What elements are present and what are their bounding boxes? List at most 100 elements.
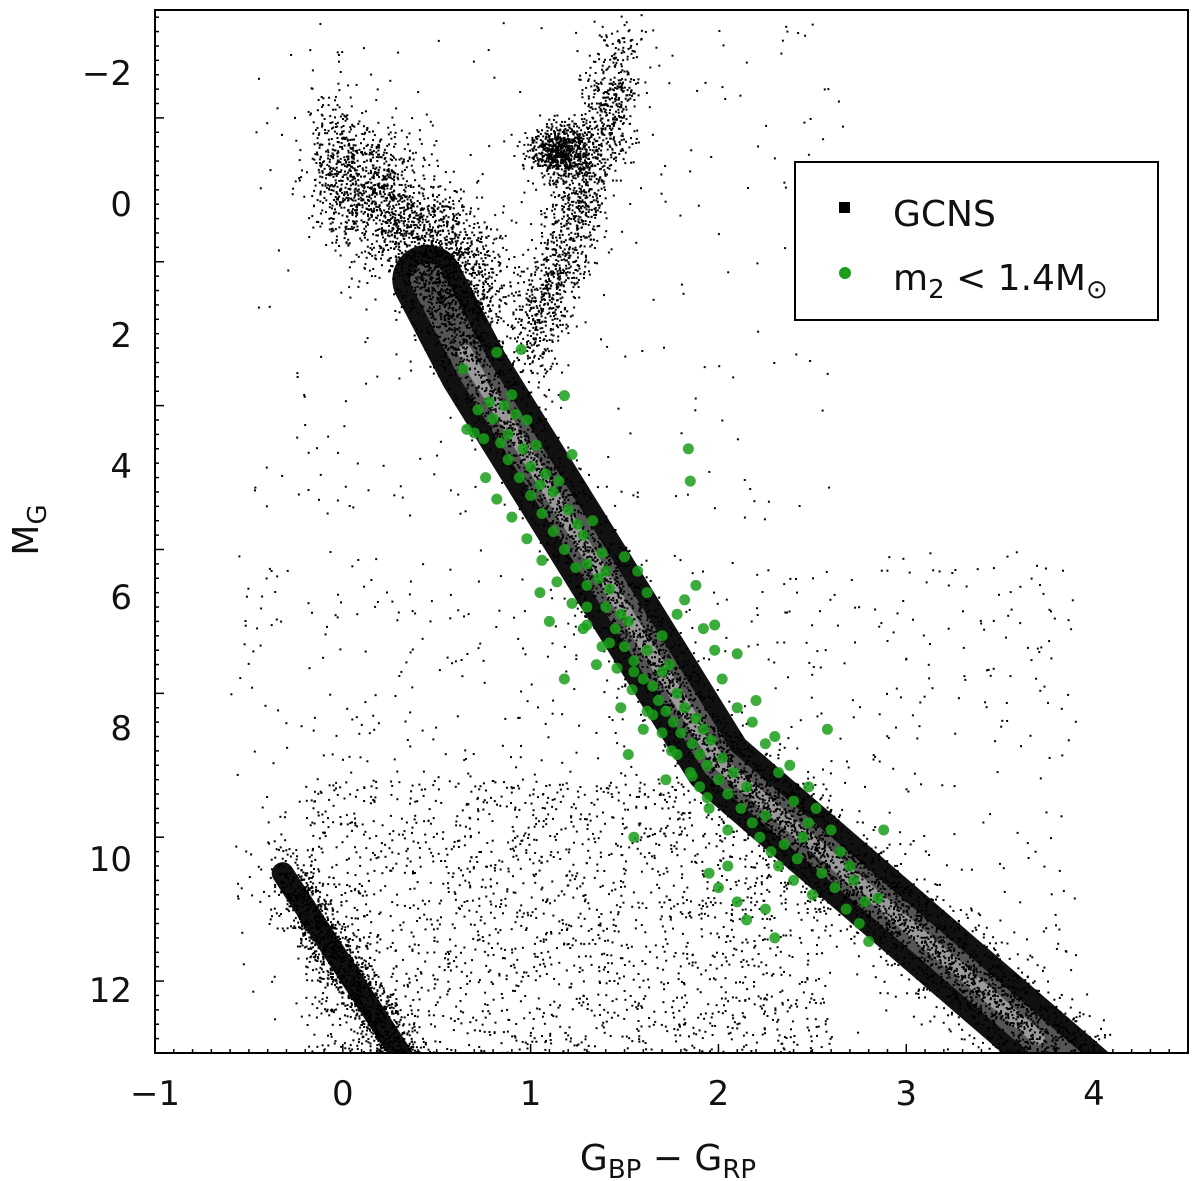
gcns-point [609, 563, 612, 566]
gcns-point [717, 732, 720, 735]
gcns-point [956, 982, 959, 985]
gcns-point [1081, 1049, 1084, 1052]
gcns-point [561, 495, 564, 498]
gcns-point [488, 407, 491, 410]
gcns-point [774, 832, 777, 835]
gcns-point [541, 467, 544, 470]
gcns-point [617, 581, 620, 584]
gcns-point [431, 303, 434, 306]
gcns-point [1007, 985, 1010, 988]
gcns-point [514, 399, 517, 402]
gcns-point [880, 891, 883, 894]
gcns-point [1025, 1021, 1028, 1024]
gcns-point [995, 966, 998, 969]
gcns-point [462, 338, 465, 341]
gcns-point [725, 805, 728, 808]
gcns-point [628, 549, 631, 552]
gcns-point [752, 752, 755, 755]
gcns-point [745, 794, 748, 797]
gcns-point [965, 934, 968, 937]
gcns-point [671, 681, 674, 684]
gcns-point [878, 927, 881, 930]
gcns-point [952, 971, 955, 974]
gcns-point [863, 865, 866, 868]
gcns-point [964, 942, 967, 945]
gcns-point [430, 301, 433, 304]
gcns-point [1025, 1003, 1028, 1006]
gcns-point [790, 832, 793, 834]
gcns-point [877, 890, 880, 893]
gcns-point [940, 973, 943, 975]
gcns-point [802, 812, 805, 815]
gcns-point [715, 761, 718, 764]
gcns-point [448, 321, 451, 324]
gcns-point [1001, 994, 1004, 997]
gcns-point [713, 755, 716, 758]
gcns-point [939, 961, 942, 964]
gcns-point [861, 878, 864, 881]
gcns-point [451, 352, 453, 355]
gcns-point [564, 517, 567, 520]
gcns-point [773, 859, 776, 862]
gcns-point [682, 713, 684, 715]
gcns-point [589, 569, 592, 572]
gcns-point [808, 880, 811, 883]
gcns-point [749, 774, 752, 777]
gcns-point [772, 798, 775, 801]
gcns-point [667, 744, 670, 747]
gcns-point [772, 810, 775, 813]
gcns-point [1071, 1033, 1074, 1036]
gcns-point [388, 200, 391, 203]
gcns-point [790, 848, 792, 851]
gcns-point [951, 961, 954, 964]
gcns-point [429, 332, 431, 335]
gcns-point [463, 358, 466, 361]
gcns-point [581, 527, 584, 530]
gcns-point [886, 963, 889, 966]
gcns-point [682, 666, 684, 669]
gcns-point [713, 730, 716, 733]
gcns-point [717, 730, 720, 733]
gcns-point [985, 979, 988, 982]
gcns-point [825, 912, 827, 915]
gcns-point [859, 867, 862, 869]
gcns-point [556, 560, 559, 562]
gcns-point [445, 352, 448, 355]
gcns-point [1030, 1041, 1033, 1044]
gcns-point [689, 690, 692, 692]
gcns-point [672, 646, 674, 649]
gcns-point [635, 644, 638, 647]
gcns-point [949, 967, 951, 970]
gcns-point [471, 353, 474, 356]
gcns-point [757, 785, 760, 788]
gcns-point [774, 787, 777, 790]
gcns-point [1000, 981, 1003, 983]
gcns-point [644, 630, 647, 632]
gcns-point [824, 831, 827, 834]
gcns-point [930, 958, 933, 961]
gcns-point [443, 304, 446, 307]
gcns-point [972, 982, 975, 985]
gcns-point [645, 611, 648, 614]
gcns-point [404, 220, 406, 223]
gcns-point [1082, 1013, 1085, 1016]
gcns-point [511, 363, 514, 366]
gcns-point [796, 787, 799, 790]
gcns-point [917, 926, 920, 928]
gcns-point [892, 892, 895, 895]
gcns-point [785, 823, 788, 825]
gcns-point [747, 794, 750, 797]
gcns-point [478, 353, 481, 356]
gcns-point [994, 1017, 997, 1020]
gcns-point [637, 634, 640, 637]
gcns-point [926, 960, 929, 962]
gcns-point [456, 217, 458, 220]
gcns-point [401, 162, 404, 165]
gcns-point [687, 679, 690, 682]
gcns-point [848, 891, 851, 894]
gcns-point [455, 333, 458, 336]
gcns-point [672, 678, 675, 681]
gcns-point [1036, 1042, 1039, 1045]
gcns-point [371, 193, 374, 196]
gcns-point [961, 962, 964, 965]
